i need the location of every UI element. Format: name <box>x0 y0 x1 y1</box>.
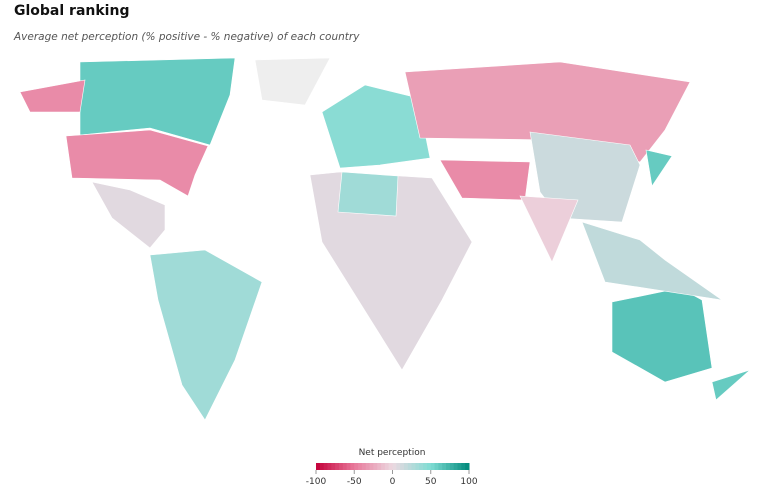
legend-swatch <box>331 463 336 470</box>
legend-swatch <box>423 463 428 470</box>
legend-swatch <box>407 463 413 470</box>
legend-swatch <box>396 463 401 470</box>
legend-swatch <box>400 463 405 470</box>
legend-swatch <box>319 463 325 470</box>
legend: -100 -50 0 50 100 <box>306 463 478 487</box>
legend-swatch <box>327 463 332 470</box>
legend-swatch <box>419 463 424 470</box>
country <box>254 57 331 106</box>
legend-tick-label: 100 <box>460 477 477 487</box>
country <box>404 61 691 163</box>
legend-swatch <box>457 463 462 470</box>
country <box>711 369 751 401</box>
legend-swatch <box>449 463 455 470</box>
legend-tick-label: 50 <box>425 477 437 487</box>
subtitle: Average net perception (% positive - % n… <box>13 31 360 43</box>
title: Global ranking <box>14 3 129 19</box>
country <box>65 129 209 197</box>
legend-swatch <box>426 463 432 470</box>
legend-swatch <box>361 463 367 470</box>
country <box>149 249 263 421</box>
legend-tick-label: -100 <box>306 477 327 487</box>
country <box>91 181 166 249</box>
legend-swatch <box>316 463 321 470</box>
legend-swatch <box>369 463 374 470</box>
legend-swatch <box>350 463 355 470</box>
country <box>337 171 399 217</box>
legend-swatch <box>446 463 451 470</box>
legend-swatch <box>415 463 420 470</box>
country <box>19 79 86 113</box>
country <box>439 159 531 201</box>
legend-swatch <box>434 463 439 470</box>
legend-swatch <box>403 463 409 470</box>
legend-swatch <box>354 463 359 470</box>
legend-tick-label: 0 <box>390 477 396 487</box>
world-map <box>19 57 751 421</box>
country <box>611 287 713 383</box>
legend-swatch <box>323 463 328 470</box>
legend-swatch <box>342 463 348 470</box>
legend-swatch <box>358 463 363 470</box>
country <box>581 221 723 301</box>
legend-swatch <box>384 463 390 470</box>
legend-tick-label: -50 <box>347 477 362 487</box>
country <box>519 195 579 263</box>
legend-swatch <box>381 463 386 470</box>
legend-swatch <box>453 463 459 470</box>
legend-swatch <box>335 463 340 470</box>
legend-swatch <box>442 463 447 470</box>
legend-swatch <box>430 463 436 470</box>
legend-swatch <box>388 463 393 470</box>
legend-swatch <box>346 463 351 470</box>
country <box>321 84 431 169</box>
legend-swatch <box>338 463 344 470</box>
legend-swatch <box>373 463 378 470</box>
legend-swatch <box>365 463 371 470</box>
legend-swatch <box>377 463 382 470</box>
legend-swatch <box>392 463 397 470</box>
legend-title: Net perception <box>359 448 426 458</box>
legend-swatch <box>438 463 443 470</box>
legend-swatch <box>465 463 470 470</box>
legend-swatch <box>411 463 416 470</box>
legend-swatch <box>461 463 466 470</box>
country <box>645 149 673 187</box>
